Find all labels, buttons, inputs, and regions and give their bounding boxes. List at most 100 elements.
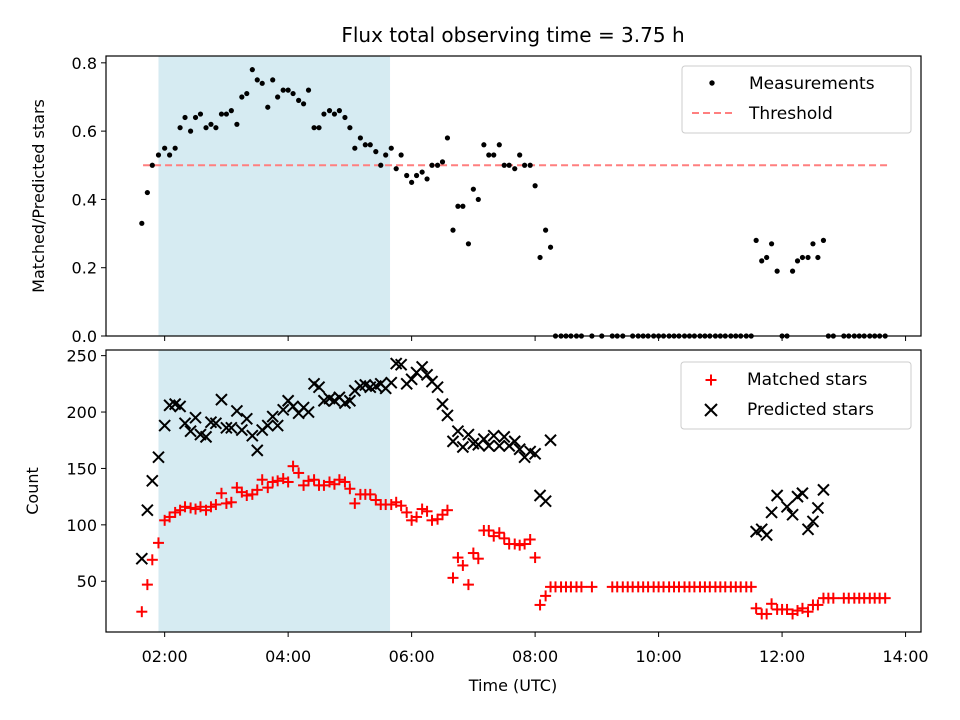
matched-point — [457, 559, 469, 571]
predicted-point — [276, 403, 290, 416]
matched-point — [205, 501, 217, 513]
predicted-point — [796, 487, 809, 500]
matched-point — [385, 499, 397, 511]
matched-point — [879, 592, 891, 604]
measurements-series — [139, 67, 888, 339]
predicted-point — [215, 393, 228, 406]
matched-point — [462, 579, 474, 591]
predicted-point — [225, 421, 238, 435]
matched-point — [364, 488, 376, 500]
predicted-point — [141, 503, 154, 517]
measurement-point — [259, 80, 265, 86]
matched-point — [761, 608, 773, 620]
measurement-point — [398, 152, 404, 158]
measurement-point — [139, 220, 145, 226]
matched-point — [256, 474, 268, 486]
top-y-ticks: 0.0 0.2 0.4 0.6 0.8 — [72, 54, 106, 346]
measurement-point — [764, 254, 770, 261]
predicted-point — [487, 429, 500, 442]
measurement-point — [383, 152, 389, 158]
measurement-point — [522, 162, 528, 168]
matched-point — [509, 538, 521, 550]
matched-point — [586, 581, 598, 593]
predicted-point — [199, 430, 213, 444]
legend-measurements-label: Measurements — [749, 74, 875, 94]
predicted-point — [760, 528, 773, 542]
measurement-point — [172, 145, 178, 151]
bottom-y-ticks: 50 100 150 200 250 — [66, 347, 106, 591]
matched-point — [267, 476, 279, 488]
measurement-point — [149, 162, 155, 168]
measurement-point — [409, 179, 415, 185]
measurement-point — [768, 241, 775, 247]
matched-point — [344, 483, 356, 495]
predicted-point — [477, 432, 491, 446]
measurement-point — [434, 162, 441, 168]
measurement-point — [347, 125, 353, 131]
measurement-point — [321, 111, 327, 117]
bottom-subplot: 50 100 150 200 250 02:00 04:00 06:00 08:00 10:00… — [23, 347, 929, 695]
x-tick-label: 12:00 — [759, 647, 805, 666]
measurement-point — [144, 189, 150, 196]
measurement-point — [543, 227, 549, 233]
matched-point — [179, 501, 191, 513]
matched-point — [421, 505, 433, 517]
top-y-tick-label: 0.2 — [72, 259, 97, 278]
measurement-point — [491, 152, 497, 158]
x-axis-label: Time (UTC) — [468, 676, 557, 695]
matched-point — [467, 547, 479, 559]
predicted-point — [302, 405, 315, 419]
measurement-point — [532, 183, 538, 189]
measurement-point — [378, 162, 384, 168]
predicted-point — [513, 443, 526, 456]
predicted-point — [152, 450, 165, 464]
measurement-point — [527, 162, 533, 168]
measurement-point — [357, 135, 363, 141]
predicted-point — [441, 409, 454, 422]
predicted-point — [539, 494, 552, 508]
measurement-point — [367, 142, 373, 148]
measurement-point — [203, 125, 209, 131]
bottom-legend-box — [680, 361, 912, 430]
matched-point — [519, 538, 531, 550]
measurement-point — [249, 67, 255, 73]
measurement-point — [285, 87, 291, 93]
matched-point — [293, 467, 305, 479]
predicted-point — [811, 501, 825, 515]
measurement-point — [373, 149, 379, 155]
measurement-point — [810, 241, 816, 247]
predicted-point — [158, 419, 171, 432]
predicted-point — [184, 425, 197, 438]
matched-point — [272, 475, 284, 487]
measurement-point — [270, 77, 276, 83]
legend-plus — [705, 374, 717, 386]
matched-point — [401, 506, 413, 518]
matched-point — [241, 490, 253, 502]
bottom-plot-frame — [105, 349, 922, 633]
predicted-point — [420, 368, 434, 382]
predicted-point — [135, 552, 149, 565]
predicted-point — [462, 428, 475, 441]
measurement-point — [166, 152, 173, 158]
predicted-point — [806, 515, 820, 528]
observing-time-span-bottom — [158, 350, 391, 632]
matched-point — [529, 552, 541, 564]
predicted-point — [508, 435, 521, 448]
matched-point — [812, 599, 824, 611]
measurement-point — [470, 186, 476, 192]
matched-point — [781, 603, 793, 615]
matched-point — [483, 524, 495, 536]
predicted-point — [240, 412, 253, 426]
x-tick-label: 10:00 — [636, 647, 682, 666]
x-tick-label: 08:00 — [512, 647, 558, 666]
measurement-point — [208, 121, 214, 127]
measurement-point — [429, 162, 435, 168]
predicted-point — [780, 500, 794, 513]
measurement-point — [228, 108, 234, 114]
measurement-point — [537, 254, 543, 261]
matched-point — [472, 553, 484, 565]
predicted-point — [482, 439, 496, 453]
x-tick-label: 06:00 — [389, 647, 435, 666]
top-subplot: 0.00.20.40.60.8 Matched/Predicted stars … — [29, 54, 922, 346]
predicted-point — [493, 439, 506, 453]
